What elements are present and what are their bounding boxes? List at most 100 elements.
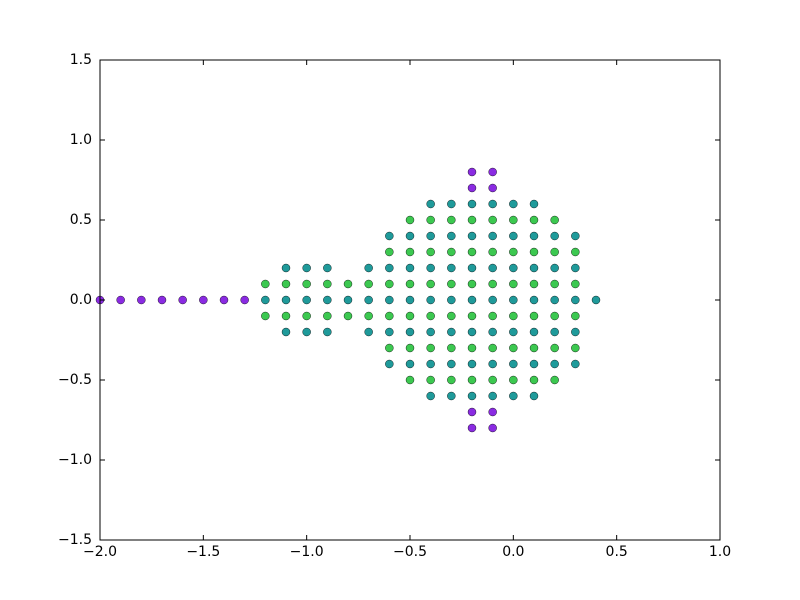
y-tick-label: 0.0 [70,292,92,308]
scatter-point [447,375,456,385]
scatter-point [488,247,497,257]
scatter-point [302,327,311,337]
scatter-point [447,295,456,305]
scatter-point [343,279,353,289]
scatter-point [509,199,518,209]
scatter-point [571,231,580,241]
scatter-point [219,295,229,305]
scatter-point [591,295,601,305]
scatter-point [405,295,415,305]
x-tick-label: −2.0 [83,544,117,560]
scatter-point [405,375,415,385]
scatter-point [385,279,394,289]
scatter-point [405,215,415,225]
scatter-point [426,375,435,385]
scatter-point [550,327,559,337]
scatter-point [447,343,456,353]
scatter-point [281,263,291,273]
scatter-point [467,183,477,193]
scatter-point [488,167,497,177]
scatter-point [488,215,497,225]
scatter-point [405,327,415,337]
scatter-point [571,311,580,321]
scatter-point [302,263,311,273]
scatter-point [426,199,435,209]
scatter-point [467,295,477,305]
scatter-point [488,391,497,401]
scatter-point [447,311,456,321]
scatter-point [385,343,394,353]
scatter-point [426,231,435,241]
scatter-point [467,343,477,353]
scatter-point [447,215,456,225]
scatter-point [178,295,187,305]
scatter-point [447,247,456,257]
scatter-point [550,263,559,273]
scatter-point [343,295,353,305]
scatter-point [364,263,373,273]
scatter-point [467,423,477,433]
scatter-point [467,279,477,289]
scatter-point [488,375,497,385]
scatter-point [323,327,332,337]
scatter-point [405,279,415,289]
x-tick-label: −0.5 [393,544,427,560]
scatter-point [405,359,415,369]
scatter-point [385,231,394,241]
scatter-point [467,247,477,257]
y-tick-label: 0.5 [70,212,92,228]
scatter-point [529,343,539,353]
scatter-point [467,263,477,273]
scatter-point [509,343,518,353]
x-tick-label: 1.0 [709,544,731,560]
scatter-point [509,263,518,273]
scatter-point [447,279,456,289]
x-tick-label: −1.5 [186,544,220,560]
scatter-point [323,295,332,305]
scatter-point [550,295,559,305]
scatter-point [281,279,291,289]
scatter-point [550,343,559,353]
scatter-point [488,407,497,417]
scatter-point [323,279,332,289]
scatter-point [240,295,249,305]
scatter-point [426,295,435,305]
scatter-point [364,279,373,289]
scatter-point [571,327,580,337]
scatter-point [281,295,291,305]
scatter-point [529,215,539,225]
scatter-point [426,215,435,225]
scatter-point [529,391,539,401]
scatter-point [364,327,373,337]
scatter-point [426,343,435,353]
scatter-point [447,199,456,209]
scatter-point [426,359,435,369]
scatter-point [447,359,456,369]
scatter-point [385,295,394,305]
scatter-point [488,359,497,369]
scatter-point [488,295,497,305]
scatter-point [509,311,518,321]
x-tick-label: 0.0 [502,544,524,560]
scatter-point [509,359,518,369]
x-tick-label: −1.0 [290,544,324,560]
scatter-point [550,311,559,321]
scatter-point [529,231,539,241]
scatter-point [447,391,456,401]
scatter-point [426,247,435,257]
scatter-point [405,311,415,321]
scatter-point [488,423,497,433]
scatter-point [426,263,435,273]
scatter-point [426,391,435,401]
scatter-point [488,279,497,289]
scatter-point [447,263,456,273]
scatter-point [302,295,311,305]
scatter-point [385,327,394,337]
scatter-point [509,215,518,225]
scatter-point [447,231,456,241]
scatter-point [571,263,580,273]
scatter-point [467,359,477,369]
scatter-point [571,279,580,289]
